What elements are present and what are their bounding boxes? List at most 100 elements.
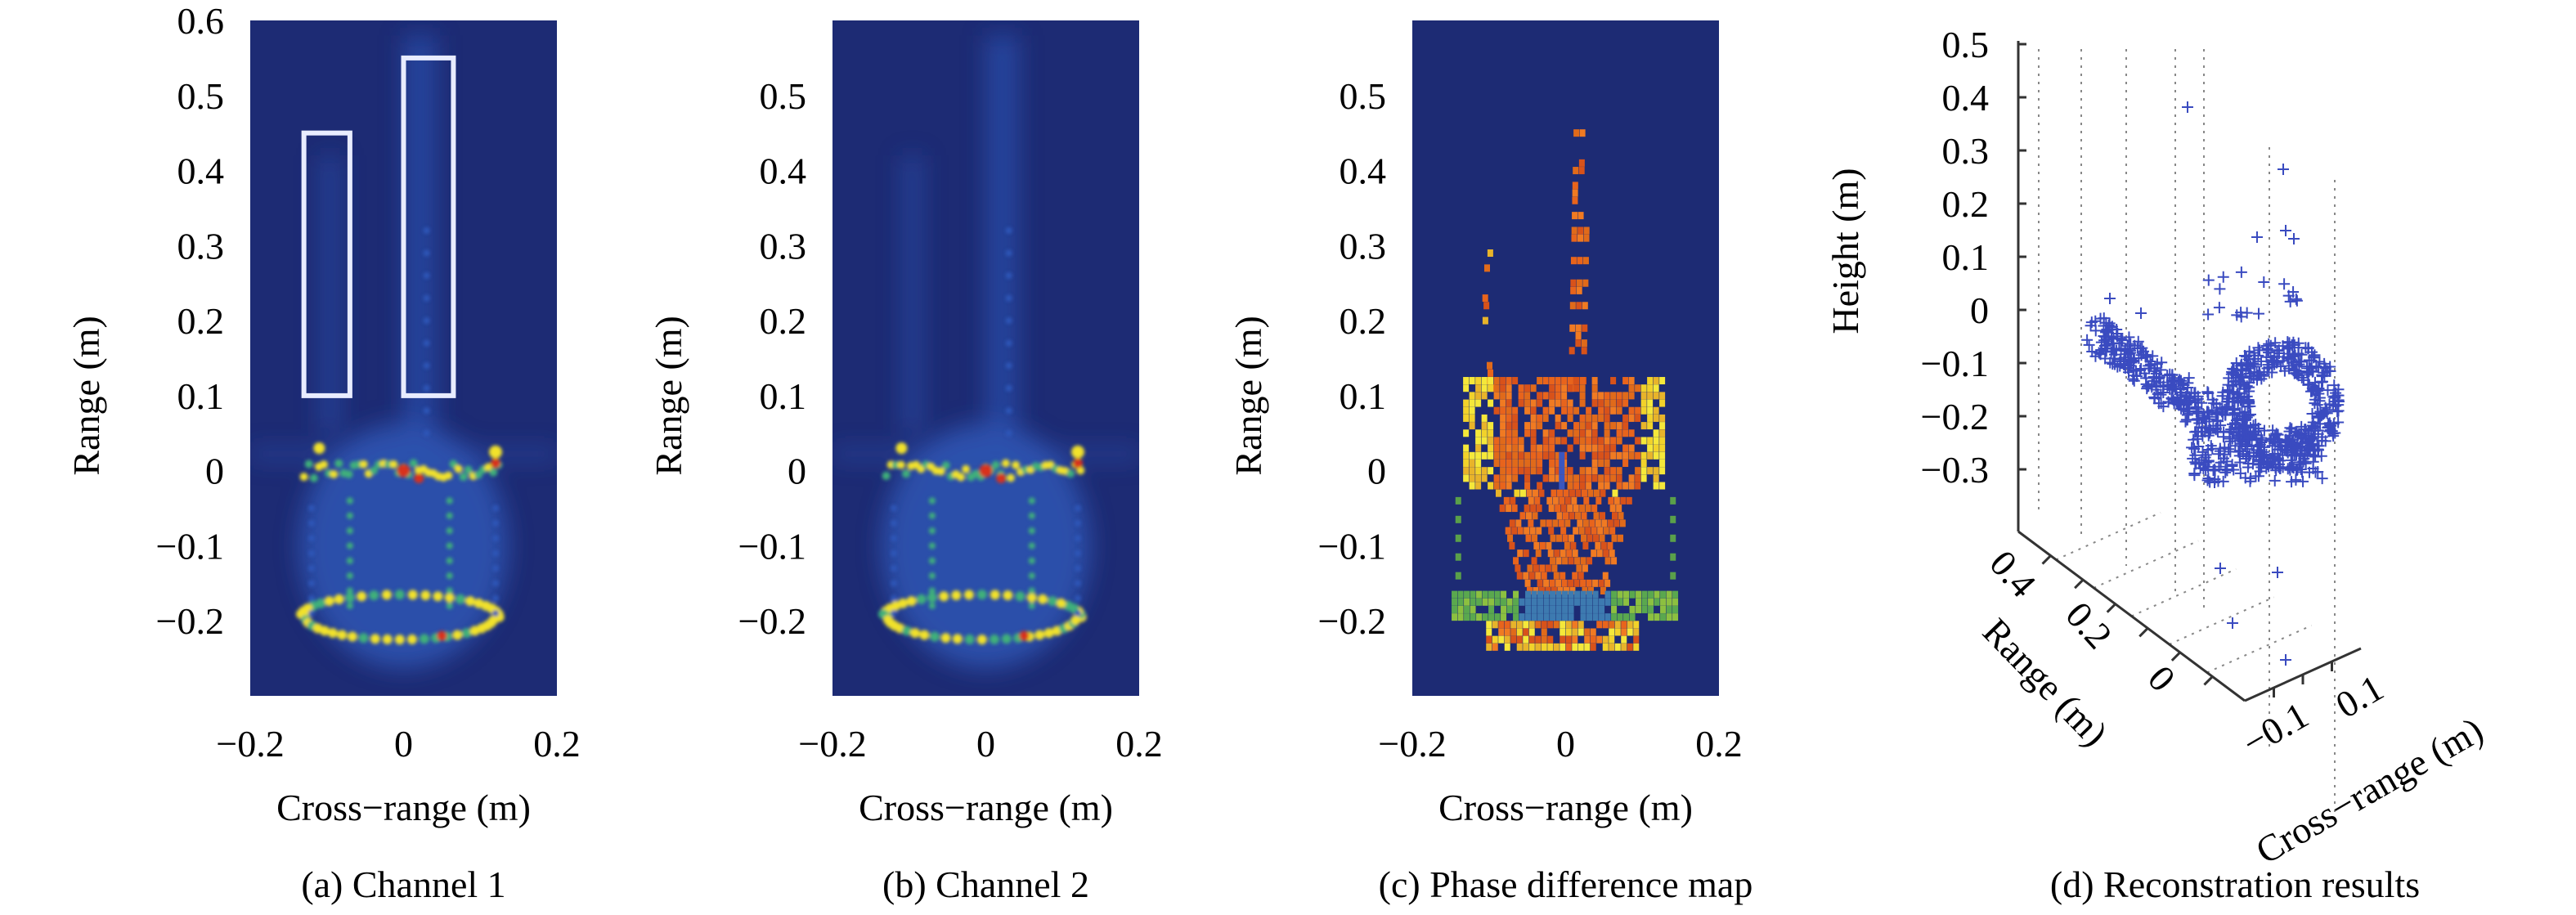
heatmap-cell [1586,579,1592,587]
scatter-point [2253,307,2265,320]
heatmap-cell [1560,505,1567,513]
heatmap-cell [1556,512,1563,520]
heatmap-spot [906,596,917,607]
heatmap-cell [1570,286,1577,294]
heatmap-spot [308,535,315,542]
heatmap-spot [1005,339,1012,347]
heatmap-spot [936,467,945,476]
heatmap-cell [1616,467,1622,475]
heatmap-cell [1493,437,1500,445]
scatter-point [2239,350,2251,361]
heatmap-image [832,20,1139,696]
heatmap-cell [1653,467,1659,475]
heatmap-spot [346,497,353,505]
heatmap-cell [1633,628,1640,636]
heatmap-cell [1640,467,1647,475]
heatmap-spot [369,590,379,601]
heatmap-cell [1628,482,1635,490]
heatmap-cell [1597,527,1604,535]
heatmap-spot [952,634,963,644]
scatter-point [2134,343,2147,354]
heatmap-cell [1550,590,1556,599]
y-tick-label: 0 [205,451,224,492]
heatmap-cell [1537,467,1543,475]
heatmap-cell [1545,587,1551,595]
scatter-point [2295,463,2307,475]
grid-line [2206,624,2313,674]
heatmap-cell [1622,429,1629,437]
heatmap-spot [454,464,463,473]
scatter-point [2289,364,2300,376]
heatmap-cell [1555,414,1561,422]
heatmap-cell [1500,384,1506,392]
heatmap-cell [1633,643,1640,651]
scatter-point [2217,271,2229,283]
heatmap-cell [1604,429,1610,437]
heatmap-cell [1591,505,1598,513]
heatmap-cell [1578,527,1585,535]
heatmap-spot [927,592,937,603]
heatmap-cell [1482,316,1488,325]
heatmap-cell [1469,482,1475,490]
heatmap-spot [928,602,936,609]
heatmap-spot [492,564,499,572]
heatmap-cell [1542,392,1549,400]
heatmap-cell [1604,459,1610,467]
panel-c: 0.50.40.30.20.10−0.1−0.2−0.2 0 0.2Cross−ra… [1227,20,1752,905]
heatmap-cell [1670,515,1676,523]
heatmap-cell [1469,399,1475,407]
heatmap-cell [1549,392,1555,400]
heatmap-cell [1582,587,1588,595]
heatmap-cell [1659,399,1666,407]
subfigure-caption: (d) Reconstration results [2050,863,2420,905]
heatmap-spot [423,407,430,415]
heatmap-cell [1504,628,1510,636]
heatmap-cell [1653,429,1659,437]
heatmap-cell [1488,598,1495,606]
heatmap-cell [1526,512,1532,520]
scatter-point [2197,410,2210,422]
heatmap-spot [989,634,999,644]
heatmap-cell [1500,437,1506,445]
heatmap-cell [1493,482,1500,490]
heatmap-cell [1573,429,1580,437]
heatmap-spot [423,339,430,347]
heatmap-cell [1527,564,1533,572]
heatmap-cell [1616,429,1622,437]
heatmap-cell [1541,572,1547,580]
heatmap-cell [1531,605,1537,613]
heatmap-cell [1506,437,1512,445]
heatmap-spot [327,628,338,639]
heatmap-cell [1500,451,1506,460]
heatmap-cell [1518,437,1524,445]
scatter-point [2150,383,2162,396]
heatmap-cell [1573,422,1580,430]
heatmap-cell [1573,527,1579,535]
heatmap-cell [1659,451,1666,460]
scatter-point [2325,419,2337,432]
heatmap-cell [1672,605,1679,613]
heatmap-cell [1640,451,1647,460]
heatmap-cell [1510,628,1517,636]
heatmap-spot [308,580,315,587]
heatmap-cell [1559,482,1565,490]
annotation-box [401,55,456,398]
heatmap-spot [423,272,430,280]
heatmap-cell [1616,437,1622,445]
heatmap-cell [1604,590,1611,599]
heatmap-cell [1654,598,1660,606]
heatmap-cell [1641,590,1648,599]
heatmap-cell [1463,377,1470,385]
heatmap-spot [919,630,930,640]
heatmap-cell [1487,361,1493,370]
heatmap-cell [1611,613,1618,621]
heatmap-cell [1524,467,1531,475]
heatmap-cell [1488,437,1494,445]
scatter-point [2123,331,2135,343]
heatmap-spot [313,442,325,455]
heatmap-spot [419,634,429,644]
heatmap-cell [1598,579,1604,587]
heatmap-cell [1512,437,1519,445]
heatmap-cell [1550,613,1556,621]
heatmap-spot [901,626,912,636]
